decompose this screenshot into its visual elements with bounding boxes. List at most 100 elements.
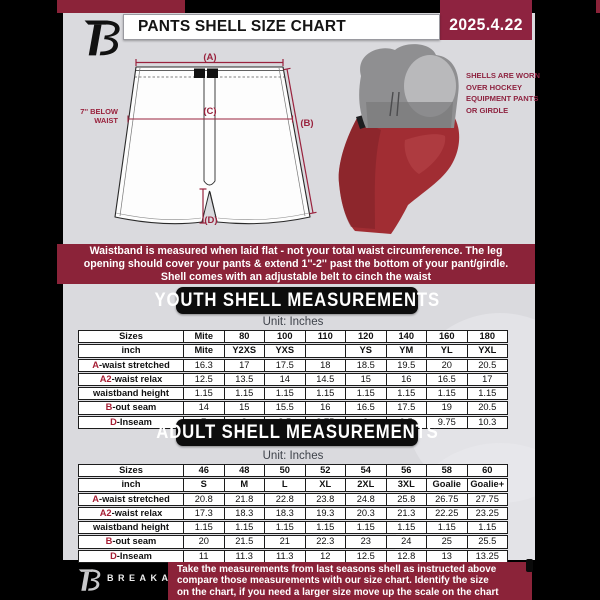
adult-section-heading: ADULT SHELL MEASUREMENTS bbox=[156, 419, 437, 446]
cell-value: 58 bbox=[427, 464, 468, 478]
belt-buckle-left bbox=[194, 68, 205, 78]
left-hem-line bbox=[115, 212, 202, 220]
cell-value: L bbox=[265, 478, 306, 492]
row-label-prefix: A bbox=[92, 359, 99, 370]
cell-value: 1.15 bbox=[346, 521, 387, 535]
cell-value: 1.15 bbox=[224, 387, 265, 401]
row-label: Sizes bbox=[78, 464, 184, 478]
row-label: inch bbox=[78, 478, 184, 492]
cell-value: 21.5 bbox=[224, 535, 265, 549]
left-seam-line bbox=[119, 67, 141, 217]
row-label-prefix: A2 bbox=[99, 507, 112, 518]
right-hem-line bbox=[217, 212, 310, 220]
cell-value: YXS bbox=[265, 344, 306, 358]
cell-value: 50 bbox=[265, 464, 306, 478]
cell-value: 16.5 bbox=[427, 372, 468, 387]
cell-value: 27.75 bbox=[467, 492, 508, 506]
cell-value: 1.15 bbox=[427, 521, 468, 535]
cell-value: 22.3 bbox=[305, 535, 346, 549]
row-label: A-waist stretched bbox=[78, 358, 184, 372]
footer-line-3: on the chart, if you need a larger size … bbox=[177, 586, 499, 598]
cell-value: YL bbox=[427, 344, 468, 358]
table-row: A-waist stretched 20.8 21.8 22.8 23.8 24.8 25.… bbox=[78, 492, 508, 506]
row-label-prefix: A bbox=[92, 493, 99, 504]
cell-value: 1.15 bbox=[184, 521, 225, 535]
row-label-prefix: D bbox=[110, 416, 117, 427]
banner-line-2: opening should cover your pants & extend… bbox=[83, 257, 509, 270]
cell-value: 21 bbox=[265, 535, 306, 549]
cell-value: 18.5 bbox=[346, 358, 387, 372]
diagram-label-a: (A) bbox=[203, 52, 217, 63]
table-row: A-waist stretched 16.3 17 17.5 18 18.5 19.5 20 2… bbox=[78, 358, 508, 372]
cell-value: 16 bbox=[305, 401, 346, 415]
table-row: inch Mite Y2XS YXS YS YM YL YXL bbox=[78, 344, 508, 358]
cell-value: 56 bbox=[386, 464, 427, 478]
cell-value: 20 bbox=[184, 535, 225, 549]
girdle-pad bbox=[404, 55, 456, 117]
cell-value: 23.25 bbox=[467, 506, 508, 521]
row-label-prefix: D bbox=[110, 550, 117, 561]
title-box: PANTS SHELL SIZE CHART bbox=[123, 14, 440, 40]
cell-value: 26.75 bbox=[427, 492, 468, 506]
footer-notch bbox=[526, 559, 533, 572]
table-row: B-out seam 14 15 15.5 16 16.5 17.5 19 20.5 bbox=[78, 401, 508, 415]
date-text: 2025.4.22 bbox=[449, 15, 523, 34]
cell-value: 1.15 bbox=[467, 387, 508, 401]
shorts-leg-split bbox=[201, 190, 218, 223]
cell-value: 48 bbox=[224, 464, 265, 478]
cell-value: 23 bbox=[346, 535, 387, 549]
youth-unit-label: Unit: Inches bbox=[262, 316, 324, 328]
cell-value: 160 bbox=[427, 330, 468, 344]
cell-value: YM bbox=[386, 344, 427, 358]
cell-value: 1.15 bbox=[386, 521, 427, 535]
cell-value: YS bbox=[346, 344, 387, 358]
cell-value: 16.3 bbox=[184, 358, 225, 372]
cell-value: YXL bbox=[467, 344, 508, 358]
cell-value: 17 bbox=[224, 358, 265, 372]
cell-value: 20.8 bbox=[184, 492, 225, 506]
table-row: inch S M L XL 2XL 3XL Goalie Goalie+ bbox=[78, 478, 508, 492]
table-row: waistband height 1.15 1.15 1.15 1.15 1.15 1.15… bbox=[78, 387, 508, 401]
row-label: B-out seam bbox=[78, 535, 184, 549]
cell-value: 2XL bbox=[346, 478, 387, 492]
diagram-label-d: (D) bbox=[204, 215, 218, 226]
page-title: PANTS SHELL SIZE CHART bbox=[138, 18, 346, 35]
cell-value: 17.5 bbox=[265, 358, 306, 372]
row-label: D-Inseam bbox=[78, 415, 184, 430]
cell-value: 1.15 bbox=[265, 387, 306, 401]
cell-value: 20.3 bbox=[346, 506, 387, 521]
cell-value: 1.15 bbox=[427, 387, 468, 401]
shell-photo bbox=[338, 44, 460, 234]
row-label: inch bbox=[78, 344, 184, 358]
cell-value: Goalie bbox=[427, 478, 468, 492]
cell-value: Y2XS bbox=[224, 344, 265, 358]
cell-value: 60 bbox=[467, 464, 508, 478]
table-row: A2-waist relax 17.3 18.3 18.3 19.3 20.3 21.3 22… bbox=[78, 506, 508, 521]
cell-value: 15 bbox=[346, 372, 387, 387]
breakaway-logo-icon bbox=[80, 15, 124, 59]
photo-caption: SHELLS ARE WORN OVER HOCKEY EQUIPMENT PA… bbox=[466, 71, 540, 115]
cell-value: 14 bbox=[184, 401, 225, 415]
cell-value: 1.15 bbox=[184, 387, 225, 401]
cell-value: 19.3 bbox=[305, 506, 346, 521]
cell-value: 25.8 bbox=[386, 492, 427, 506]
cell-value: 15 bbox=[224, 401, 265, 415]
cell-value: M bbox=[224, 478, 265, 492]
youth-section-heading: YOUTH SHELL MEASUREMENTS bbox=[154, 287, 439, 314]
row-label: A2-waist relax bbox=[78, 372, 184, 387]
measurement-line-a bbox=[135, 59, 284, 66]
shorts-diagram bbox=[114, 59, 317, 225]
cell-value: 1.15 bbox=[305, 521, 346, 535]
cell-value: 20.5 bbox=[467, 401, 508, 415]
cell-value: 16 bbox=[386, 372, 427, 387]
cell-value: 21.3 bbox=[386, 506, 427, 521]
cell-value: 24 bbox=[386, 535, 427, 549]
cell-value: 180 bbox=[467, 330, 508, 344]
cell-value: 1.15 bbox=[265, 521, 306, 535]
adult-unit-label: Unit: Inches bbox=[262, 450, 324, 462]
cell-value: 20.5 bbox=[467, 358, 508, 372]
cell-value: 25.5 bbox=[467, 535, 508, 549]
below-waist-note: 7'' BELOW WAIST bbox=[80, 107, 118, 125]
fly-panel-lines bbox=[203, 77, 216, 186]
